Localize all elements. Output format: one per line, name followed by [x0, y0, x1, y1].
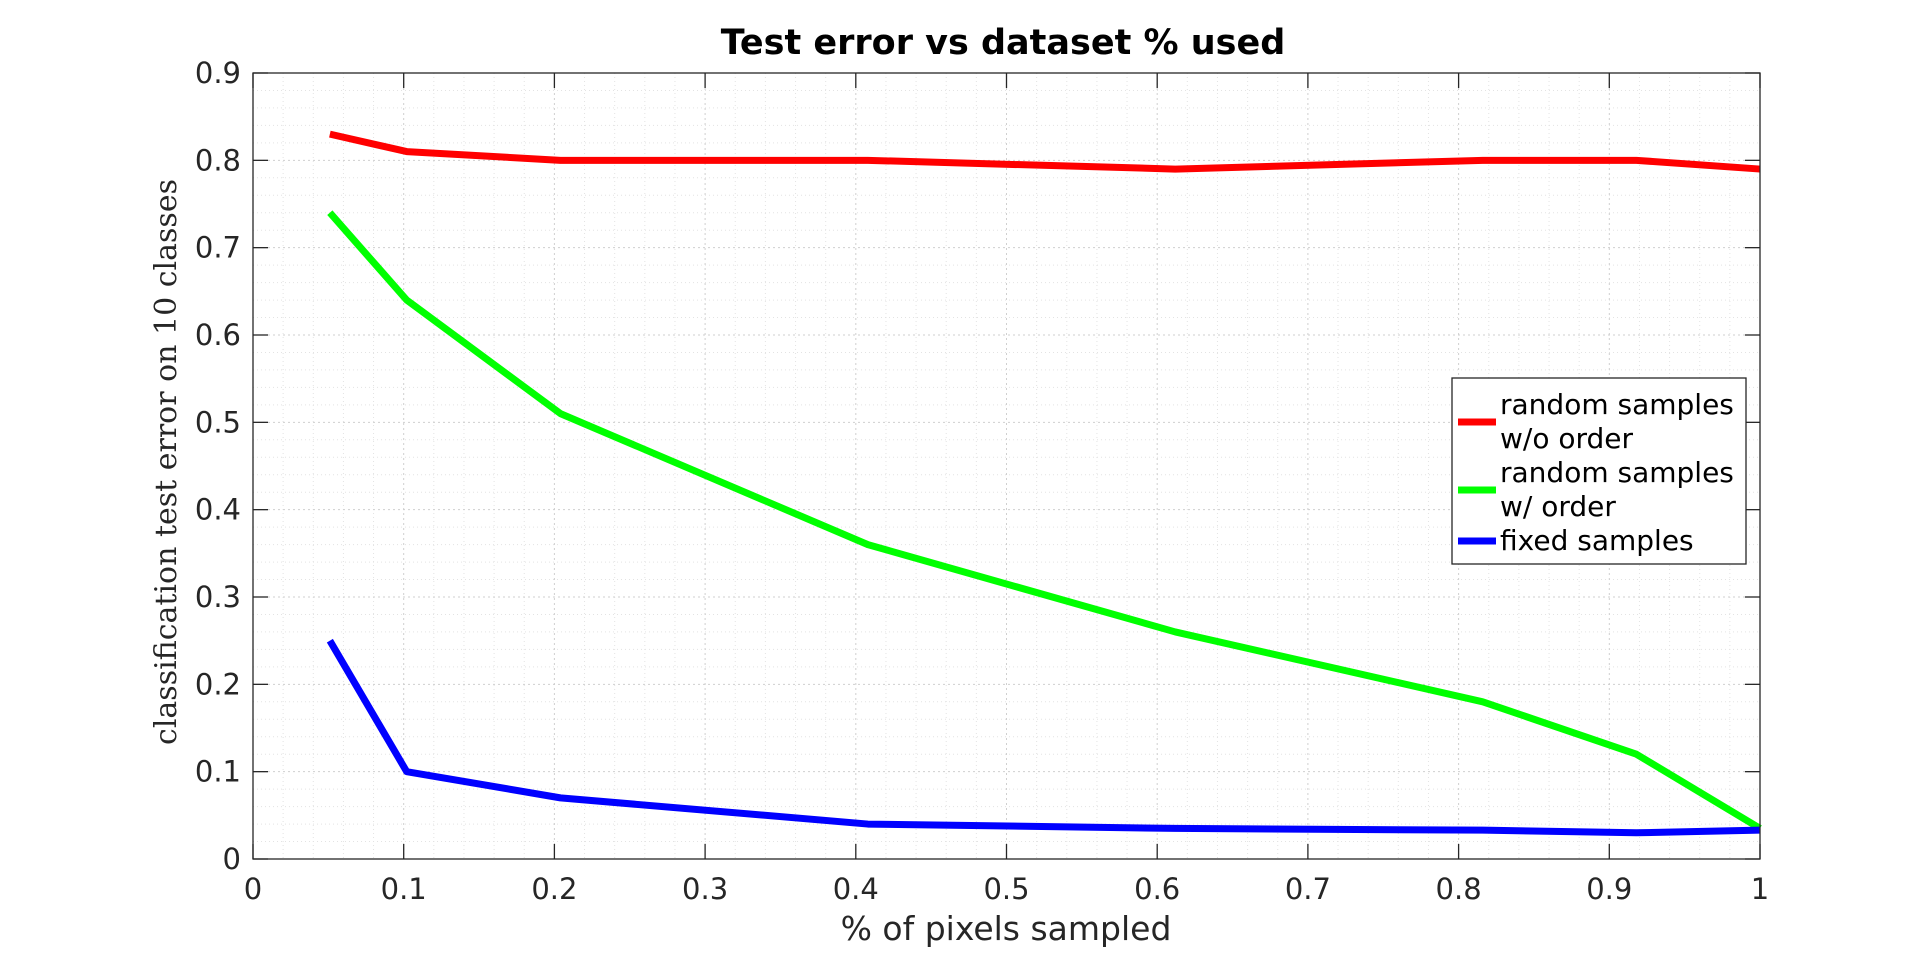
x-tick-label: 0.2: [531, 872, 577, 906]
legend-label: w/ order: [1500, 490, 1616, 523]
chart-title: Test error vs dataset % used: [721, 23, 1286, 63]
legend-label: fixed samples: [1500, 524, 1694, 557]
x-tick-label: 0.7: [1285, 872, 1331, 906]
x-axis-ticks: 0 0.1 0.2 0.3 0.4 0.5 0.6 0.7 0.8 0.9 1: [244, 73, 1769, 906]
y-axis-label: classification test error on 10 classes: [149, 179, 184, 745]
x-tick-label: 0.4: [833, 872, 879, 906]
legend-label: random samples: [1500, 456, 1734, 489]
x-tick-label: 0.8: [1436, 872, 1482, 906]
y-tick-label: 0.7: [195, 231, 241, 265]
series-lines: [326, 130, 1762, 837]
y-tick-label: 0: [223, 842, 241, 876]
legend-label: random samples: [1500, 388, 1734, 421]
legend-box: [1451, 377, 1747, 565]
y-tick-label: 0.2: [195, 667, 241, 701]
x-tick-label: 0: [244, 872, 262, 906]
y-tick-label: 0.6: [195, 318, 241, 352]
y-tick-label: 0.1: [195, 755, 241, 789]
x-tick-label: 0.5: [983, 872, 1029, 906]
plot-frame: [252, 72, 1761, 860]
x-tick-label: 0.6: [1134, 872, 1180, 906]
series-line-3: [326, 638, 1761, 837]
x-axis-label: % of pixels sampled: [841, 909, 1172, 948]
y-tick-label: 0.8: [195, 143, 241, 177]
y-tick-label: 0.3: [195, 580, 241, 614]
y-tick-label: 0.9: [195, 56, 241, 90]
series-line-2: [327, 210, 1762, 832]
legend-label: w/o order: [1500, 422, 1634, 455]
x-tick-label: 0.3: [682, 872, 728, 906]
x-tick-label: 0.9: [1586, 872, 1632, 906]
series-line-1: [329, 130, 1761, 173]
y-tick-label: 0.5: [195, 405, 241, 439]
y-axis-ticks: 0 0.1 0.2 0.3 0.4 0.5 0.6 0.7 0.8 0.9: [195, 56, 1760, 876]
y-tick-label: 0.4: [195, 493, 241, 527]
x-tick-label: 1: [1751, 872, 1769, 906]
x-tick-label: 0.1: [381, 872, 427, 906]
